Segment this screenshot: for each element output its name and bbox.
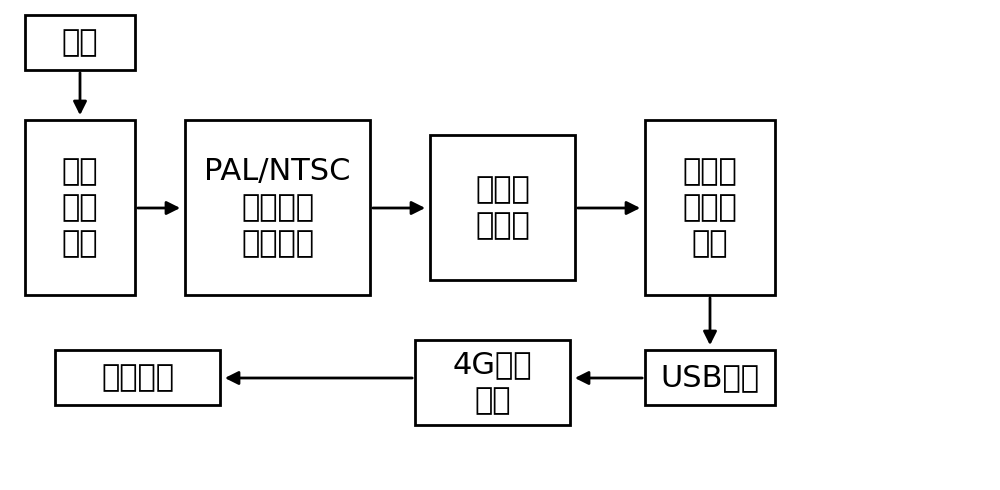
Text: PAL/NTSC
模拟视频
输入接口: PAL/NTSC 模拟视频 输入接口 — [204, 157, 351, 258]
Text: 4G无线
网卡: 4G无线 网卡 — [453, 350, 532, 415]
Bar — [645, 120, 775, 295]
Text: 云图成
像设备: 云图成 像设备 — [475, 175, 530, 240]
Text: 视频
处理
模块: 视频 处理 模块 — [62, 157, 98, 258]
Text: 接收主站: 接收主站 — [101, 363, 174, 392]
Text: USB接口: USB接口 — [660, 363, 760, 392]
Bar — [645, 350, 775, 405]
Bar — [430, 135, 575, 280]
Text: 电源: 电源 — [62, 28, 98, 57]
Bar — [185, 120, 370, 295]
Text: 视频压
缩编码
模块: 视频压 缩编码 模块 — [683, 157, 737, 258]
Bar — [25, 15, 135, 70]
Bar — [25, 120, 135, 295]
Bar — [415, 340, 570, 425]
Bar — [55, 350, 220, 405]
